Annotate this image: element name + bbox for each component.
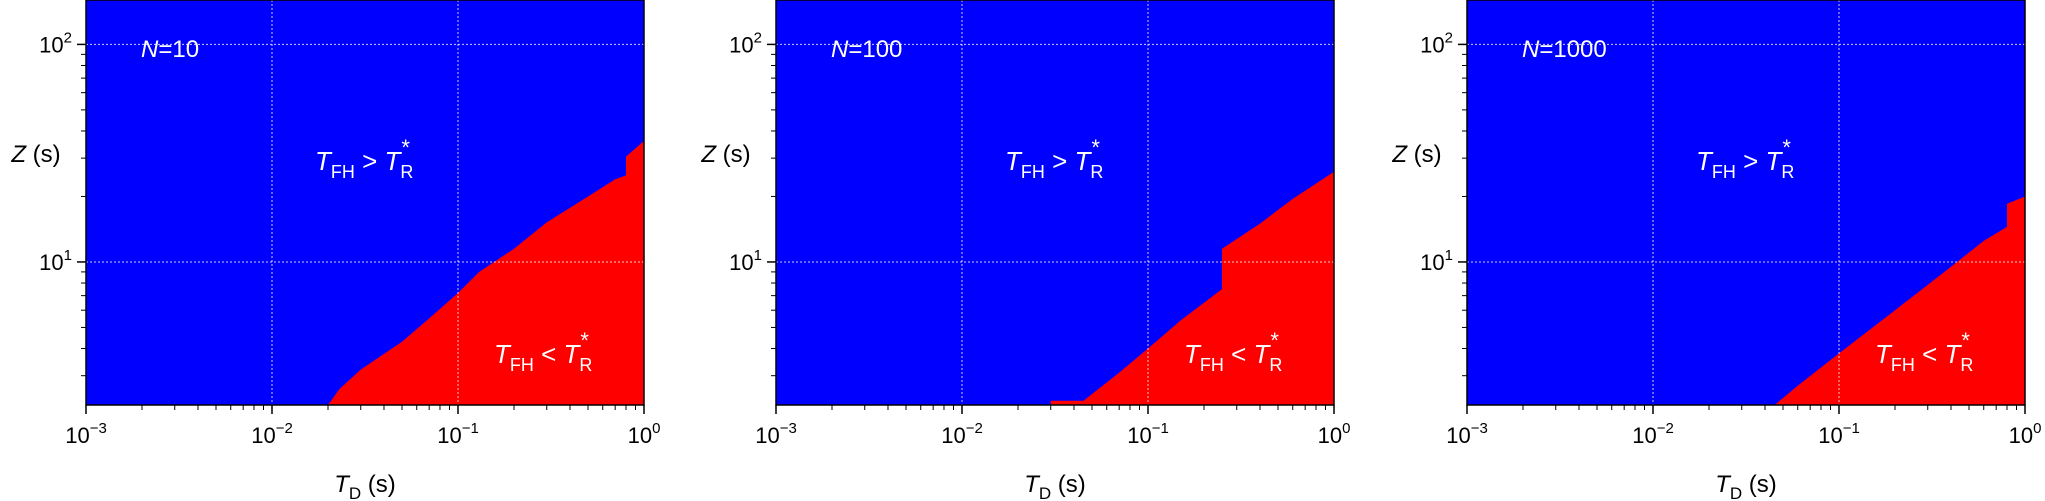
y-tick-label: 101 [39,247,72,275]
region-label-above: TFH > TR* [1696,135,1794,182]
region-below [1050,171,1334,405]
y-tick-label: 102 [729,29,762,57]
panel-label: N=10 [141,36,199,63]
y-tick-label: 102 [1420,29,1453,57]
x-tick-label: 100 [628,420,661,448]
x-tick-label: 10−1 [437,420,479,448]
region-below [1774,196,2025,405]
region-label-above: TFH > TR* [315,135,413,182]
panel-label: N=1000 [1522,36,1607,63]
region-label-below: TFH < TR* [1184,328,1282,375]
y-tick-label: 101 [1420,247,1453,275]
x-tick-label: 10−2 [251,420,293,448]
region-label-below: TFH < TR* [1875,328,1973,375]
x-axis-label: TD (s) [1024,471,1086,501]
x-tick-label: 10−3 [755,420,797,448]
axes-frame [1466,0,2026,406]
x-tick-label: 10−2 [941,420,983,448]
x-axis-label: TD (s) [1715,471,1777,501]
x-tick-label: 10−1 [1127,420,1169,448]
x-tick-label: 10−3 [1446,420,1488,448]
region-below [328,140,644,405]
axes-frame [775,0,1335,406]
chart-panel-1: 10−3 10−2 10−1 100 101 102 TD (s) Z (s) N=10 TFH … [10,0,660,501]
panel-label: N=100 [831,36,902,63]
y-tick-label: 101 [729,247,762,275]
x-axis-label: TD (s) [334,471,396,501]
region-label-below: TFH < TR* [494,328,592,375]
region-label-above: TFH > TR* [1005,135,1103,182]
x-tick-label: 100 [1318,420,1351,448]
axes-frame [85,0,645,406]
x-tick-label: 10−3 [65,420,107,448]
x-tick-label: 100 [2009,420,2042,448]
y-axis-label: Z (s) [700,141,750,168]
y-axis-label: Z (s) [1391,141,1441,168]
y-axis-label: Z (s) [10,141,60,168]
chart-panel-2: 10−3 10−2 10−1 100 101 102 TD (s) Z (s) N=100 TFH… [700,0,1350,501]
chart-panel-3: 10−3 10−2 10−1 100 101 102 TD (s) Z (s) N=1000 TF… [1391,0,2041,501]
x-tick-label: 10−1 [1818,420,1860,448]
y-tick-label: 102 [39,29,72,57]
x-tick-label: 10−2 [1632,420,1674,448]
